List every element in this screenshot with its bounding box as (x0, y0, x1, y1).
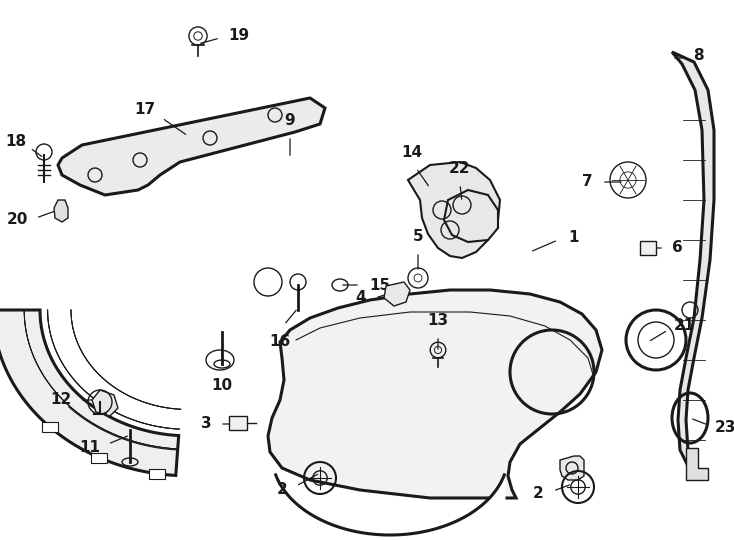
Text: 14: 14 (401, 145, 423, 160)
Text: 21: 21 (674, 319, 695, 334)
Polygon shape (92, 453, 107, 463)
Polygon shape (92, 390, 118, 416)
Polygon shape (268, 290, 602, 498)
Text: 3: 3 (201, 416, 212, 431)
Text: 22: 22 (449, 161, 470, 176)
Text: 15: 15 (369, 278, 390, 293)
Text: 5: 5 (413, 229, 424, 244)
Text: 16: 16 (269, 334, 291, 349)
Text: 12: 12 (51, 393, 72, 408)
Polygon shape (560, 456, 584, 480)
Text: 10: 10 (211, 378, 233, 393)
Polygon shape (408, 162, 500, 258)
Text: 11: 11 (79, 441, 100, 456)
FancyBboxPatch shape (640, 241, 656, 255)
Text: 20: 20 (7, 213, 28, 227)
Polygon shape (42, 422, 58, 432)
Text: 6: 6 (672, 240, 683, 255)
Polygon shape (672, 52, 714, 478)
Polygon shape (54, 200, 68, 222)
FancyBboxPatch shape (229, 416, 247, 430)
Text: 2: 2 (533, 487, 544, 502)
Text: 19: 19 (228, 29, 249, 44)
Polygon shape (686, 448, 708, 480)
Polygon shape (0, 310, 178, 475)
Polygon shape (384, 282, 410, 306)
Text: 8: 8 (693, 49, 704, 64)
Text: 2: 2 (276, 482, 287, 496)
Text: 13: 13 (427, 313, 448, 328)
Polygon shape (444, 190, 498, 242)
Polygon shape (150, 469, 165, 478)
Text: 4: 4 (355, 291, 366, 306)
Text: 17: 17 (134, 103, 155, 118)
Text: 18: 18 (5, 134, 26, 150)
Text: 1: 1 (568, 231, 578, 246)
Text: 7: 7 (582, 174, 593, 190)
Polygon shape (58, 98, 325, 195)
Text: 23: 23 (715, 421, 734, 435)
Text: 9: 9 (285, 113, 295, 128)
